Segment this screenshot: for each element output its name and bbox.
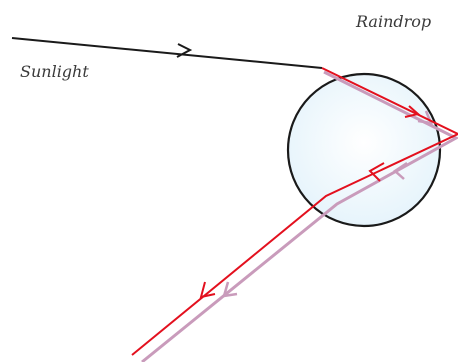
red-ray-arrowhead-inside [404,105,421,118]
violet-ray-arrowhead-inside [417,110,434,125]
red-ray [131,67,458,356]
red-ray-arrowhead-return [368,162,385,182]
raindrop-circle [286,72,442,228]
raindrop-label: Raindrop [356,12,432,31]
violet-ray-arrowhead-return [392,161,408,180]
violet-ray-arrowhead-exit [222,281,238,298]
sunlight-arrowhead [176,43,193,58]
sunlight-label: Sunlight [20,62,89,81]
sunlight-ray [11,37,323,69]
red-ray-arrowhead-exit [199,281,216,299]
